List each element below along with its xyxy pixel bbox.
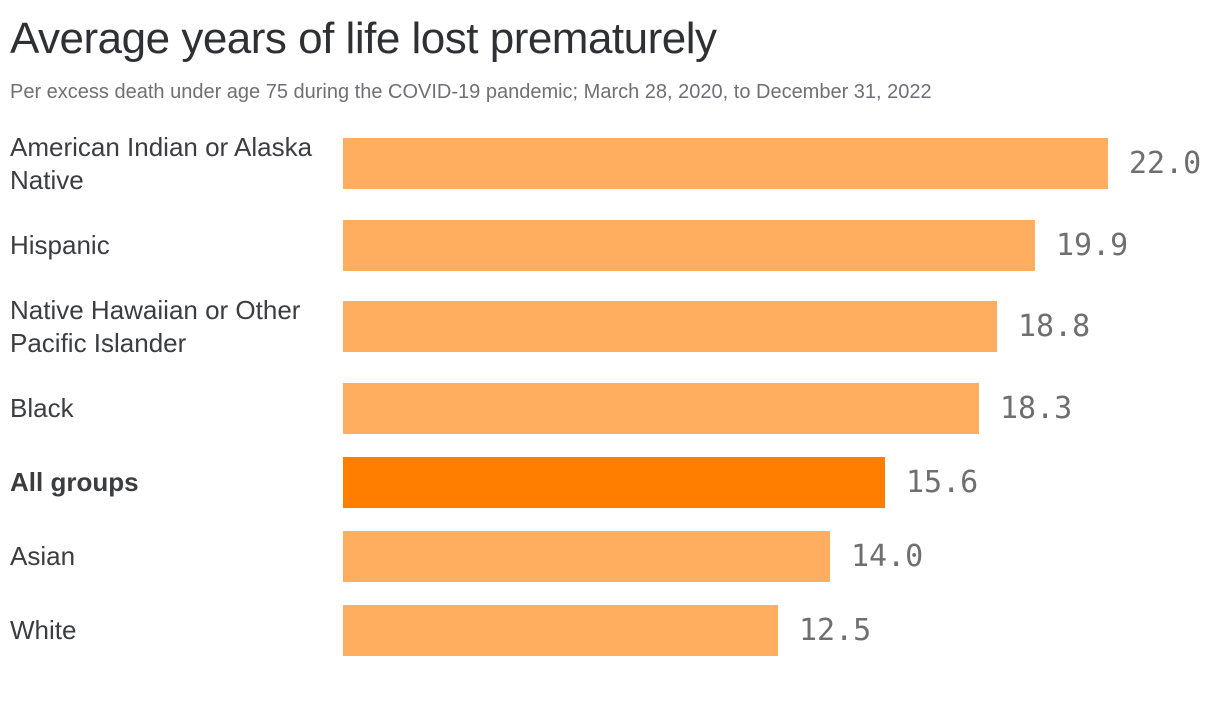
- category-label: Native Hawaiian or Other Pacific Islande…: [10, 294, 301, 358]
- bar-track: 12.5: [343, 604, 1210, 656]
- category-label: Hispanic: [10, 229, 110, 260]
- category-label: Black: [10, 392, 74, 423]
- bar-track: 15.6: [343, 456, 1210, 508]
- chart: Average years of life lost prematurely P…: [10, 14, 1210, 656]
- bar: [343, 301, 997, 353]
- bar: [343, 138, 1108, 190]
- bar-row: American Indian or Alaska Native 22.0: [10, 131, 1210, 197]
- value-label: 12.5: [799, 612, 872, 648]
- bar-track: 14.0: [343, 530, 1210, 582]
- bar-row: White 12.5: [10, 604, 1210, 656]
- bar-track: 18.3: [343, 382, 1210, 434]
- bar: [343, 604, 778, 656]
- bar-row: Native Hawaiian or Other Pacific Islande…: [10, 294, 1210, 360]
- chart-title: Average years of life lost prematurely: [10, 14, 717, 63]
- bar-track: 18.8: [343, 301, 1210, 353]
- chart-subtitle: Per excess death under age 75 during the…: [10, 80, 932, 103]
- value-label: 18.8: [1018, 309, 1091, 345]
- bar-rows: American Indian or Alaska Native 22.0 Hi…: [10, 131, 1210, 656]
- category-label: All groups: [10, 466, 139, 497]
- bar-row: Black 18.3: [10, 382, 1210, 434]
- bar-track: 19.9: [343, 219, 1210, 271]
- value-label: 22.0: [1129, 146, 1202, 182]
- value-label: 14.0: [851, 538, 924, 574]
- bar-row: All groups 15.6: [10, 456, 1210, 508]
- bar-row: Hispanic 19.9: [10, 219, 1210, 271]
- bar-row: Asian 14.0: [10, 530, 1210, 582]
- category-label: Asian: [10, 540, 76, 571]
- bar: [343, 530, 830, 582]
- category-label: White: [10, 614, 77, 645]
- value-label: 15.6: [906, 464, 979, 500]
- value-label: 18.3: [1000, 390, 1073, 426]
- bar-track: 22.0: [343, 138, 1210, 190]
- category-label: American Indian or Alaska Native: [10, 131, 313, 195]
- bar: [343, 219, 1035, 271]
- bar: [343, 382, 979, 434]
- value-label: 19.9: [1056, 227, 1129, 263]
- bar: [343, 456, 885, 508]
